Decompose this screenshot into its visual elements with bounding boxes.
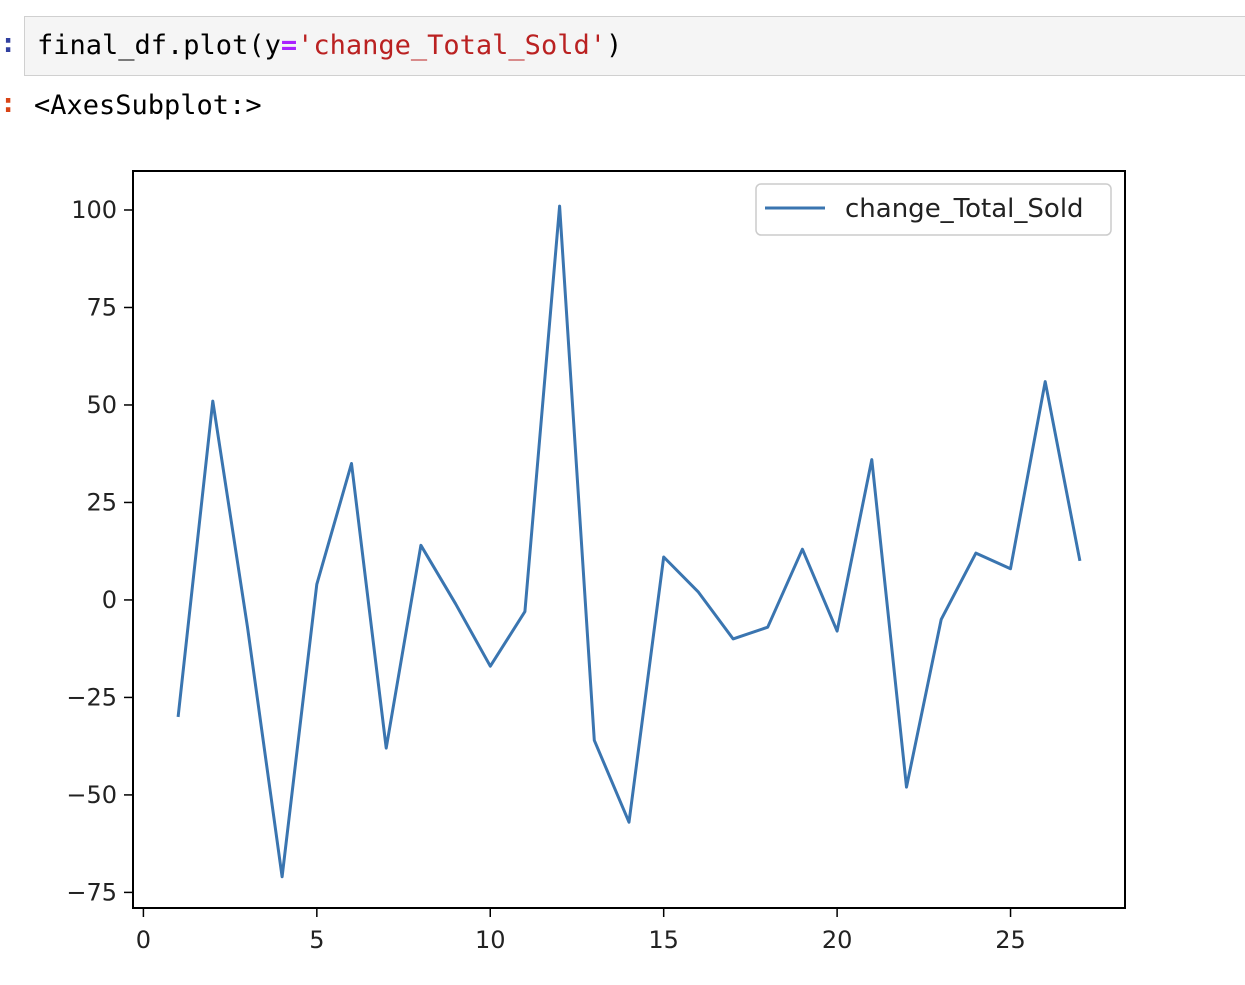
x-axis-ticks: 0 5 10 15 20 25 (136, 908, 1026, 954)
y-tick-label: 75 (86, 293, 117, 321)
y-tick-label: −25 (66, 683, 117, 711)
x-tick-label: 20 (822, 926, 853, 954)
series-line-change-total-sold (176, 204, 1082, 879)
output-text: <AxesSubplot:> (34, 90, 262, 121)
x-tick-label: 0 (136, 926, 151, 954)
y-tick-label: 50 (86, 391, 117, 419)
code-input-cell[interactable]: final_df.plot(y='change_Total_Sold') (24, 16, 1245, 76)
x-tick-label: 5 (309, 926, 324, 954)
y-tick-label: −75 (66, 878, 117, 906)
output-prompt: : (0, 88, 17, 119)
code-string: 'change_Total_Sold' (297, 30, 606, 61)
y-tick-label: 25 (86, 488, 117, 516)
legend-label: change_Total_Sold (845, 194, 1084, 224)
code-close-paren: ) (605, 30, 623, 61)
code-call: final_df.plot(y (37, 30, 281, 61)
x-tick-label: 25 (995, 926, 1026, 954)
y-tick-label: 0 (102, 586, 117, 614)
code-line[interactable]: final_df.plot(y='change_Total_Sold') (37, 30, 622, 61)
y-tick-label: −50 (66, 781, 117, 809)
axes-frame (132, 170, 1126, 909)
input-prompt: : (0, 28, 17, 59)
x-tick-label: 15 (648, 926, 679, 954)
y-axis-ticks: −75 −50 −25 0 25 50 75 100 (66, 196, 133, 906)
y-tick-label: 100 (71, 196, 117, 224)
x-tick-label: 10 (475, 926, 506, 954)
legend-box (755, 183, 1112, 236)
code-operator: = (280, 30, 298, 61)
legend: change_Total_Sold (755, 183, 1112, 236)
